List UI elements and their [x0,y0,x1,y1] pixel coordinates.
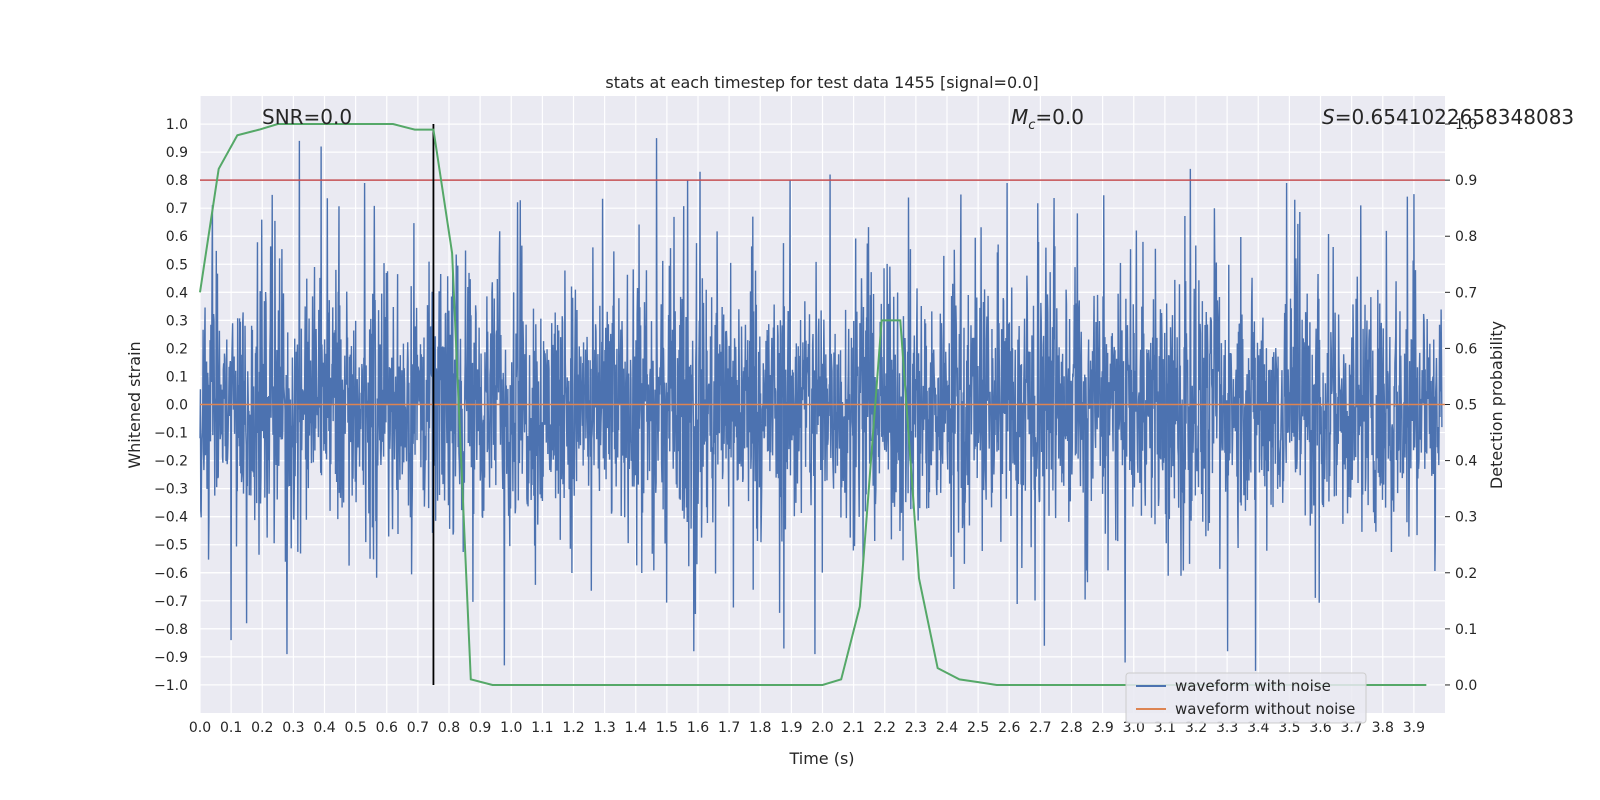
y2-tick-labels: 1.0 0.9 0.8 0.7 0.6 0.5 0.4 0.3 0.2 0.1 0.0 [1445,117,1477,694]
x-axis-label: Time (s) [788,749,854,768]
legend: waveform with noise waveform without noi… [1125,672,1367,724]
x-tick-label: 2.4 [936,720,958,736]
x-tick-label: 2.7 [1029,720,1051,736]
x-tick-label: 1.0 [500,720,522,736]
s-value: =0.6541022658348083 [1335,105,1574,129]
y2-tick-label: 1.0 [1455,117,1477,133]
x-tick-label: 0.7 [407,720,429,736]
x-tick-label: 2.8 [1060,720,1082,736]
y2-tick-label: 0.2 [1455,566,1477,582]
y-tick-label: −0.8 [154,622,188,638]
x-tick-label: 0.8 [438,720,460,736]
x-tick-label: 1.9 [780,720,802,736]
y-tick-label: 0.9 [166,145,188,161]
x-tick-label: 3.4 [1247,720,1269,736]
x-tick-label: 2.1 [842,720,864,736]
x-tick-label: 3.2 [1185,720,1207,736]
x-tick-label: 3.1 [1154,720,1176,736]
x-tick-label: 0.0 [189,720,211,736]
snr-annotation: SNR=0.0 [262,105,352,129]
x-tick-label: 0.6 [376,720,398,736]
y2-axis-label: Detection probability [1487,321,1506,489]
mc-symbol: M [1011,105,1028,129]
y-tick-label: −0.9 [154,650,188,666]
y2-tick-label: 0.0 [1455,678,1477,694]
y-tick-label: 0.5 [166,257,188,273]
x-tick-label: 3.9 [1403,720,1425,736]
y2-tick-label: 0.1 [1455,622,1477,638]
y2-tick-label: 0.9 [1455,173,1477,189]
mc-value: =0.0 [1035,105,1084,129]
x-tick-label: 1.7 [718,720,740,736]
x-tick-label: 3.0 [1123,720,1145,736]
y-tick-label: −0.3 [154,482,188,498]
x-tick-label: 0.4 [313,720,335,736]
x-tick-label: 0.1 [220,720,242,736]
legend-label-without-noise: waveform without noise [1175,700,1355,718]
y-tick-label: −0.5 [154,538,188,554]
x-tick-label: 1.4 [625,720,647,736]
y-tick-label: 0.3 [166,313,188,329]
probability-trace [199,123,1427,686]
y2-tick-label: 0.5 [1455,398,1477,414]
y-tick-label: 1.0 [166,117,188,133]
x-tick-label: 2.2 [874,720,896,736]
y-tick-label: −0.7 [154,594,188,610]
y-tick-label: −0.6 [154,566,188,582]
y2-tick-label: 0.6 [1455,341,1477,357]
s-symbol: S [1322,105,1335,129]
y-tick-label: 0.2 [166,341,188,357]
x-tick-labels: 0.0 0.1 0.2 0.3 0.4 0.5 0.6 0.7 0.8 0.9 1.0 1.1 1.2 1… [189,720,1425,736]
x-tick-label: 1.5 [656,720,678,736]
y2-tick-label: 0.7 [1455,285,1477,301]
x-tick-label: 3.7 [1340,720,1362,736]
y-tick-label: −0.2 [154,454,188,470]
x-tick-label: 0.9 [469,720,491,736]
mc-subscript: c [1028,118,1035,133]
x-tick-label: 3.5 [1278,720,1300,736]
y2-tick-label: 0.3 [1455,510,1477,526]
y-tick-labels: 1.0 0.9 0.8 0.7 0.6 0.5 0.4 0.3 0.2 0.1 0.0 −0.1 −0.… [154,117,188,694]
chart-title: stats at each timestep for test data 145… [605,73,1038,92]
y2-tick-label: 0.4 [1455,454,1477,470]
y-tick-label: 0.7 [166,201,188,217]
x-tick-label: 2.0 [811,720,833,736]
x-tick-label: 0.5 [344,720,366,736]
y-tick-label: 0.1 [166,369,188,385]
mc-annotation: Mc=0.0 [1011,105,1084,133]
y-tick-label: 0.0 [166,398,188,414]
y-tick-label: −1.0 [154,678,188,694]
y-tick-label: 0.6 [166,229,188,245]
x-tick-label: 1.3 [593,720,615,736]
x-tick-label: 1.8 [749,720,771,736]
y-tick-label: 0.4 [166,285,188,301]
y2-tick-label: 0.8 [1455,229,1477,245]
y-tick-label: −0.1 [154,426,188,442]
x-tick-label: 3.6 [1309,720,1331,736]
x-tick-label: 2.9 [1091,720,1113,736]
x-tick-label: 1.6 [687,720,709,736]
y-axis-label: Whitened strain [125,341,144,468]
x-tick-label: 1.2 [562,720,584,736]
x-tick-label: 1.1 [531,720,553,736]
x-tick-label: 3.3 [1216,720,1238,736]
legend-box [1125,672,1367,724]
x-tick-label: 3.8 [1372,720,1394,736]
y-tick-label: −0.4 [154,510,188,526]
x-tick-label: 2.3 [905,720,927,736]
s-annotation: S=0.6541022658348083 [1322,105,1574,129]
x-tick-label: 2.6 [998,720,1020,736]
legend-label-with-noise: waveform with noise [1175,677,1331,695]
y-tick-label: 0.8 [166,173,188,189]
x-tick-label: 0.2 [251,720,273,736]
x-tick-label: 2.5 [967,720,989,736]
x-tick-label: 0.3 [282,720,304,736]
series-detection-probability [199,123,1427,686]
